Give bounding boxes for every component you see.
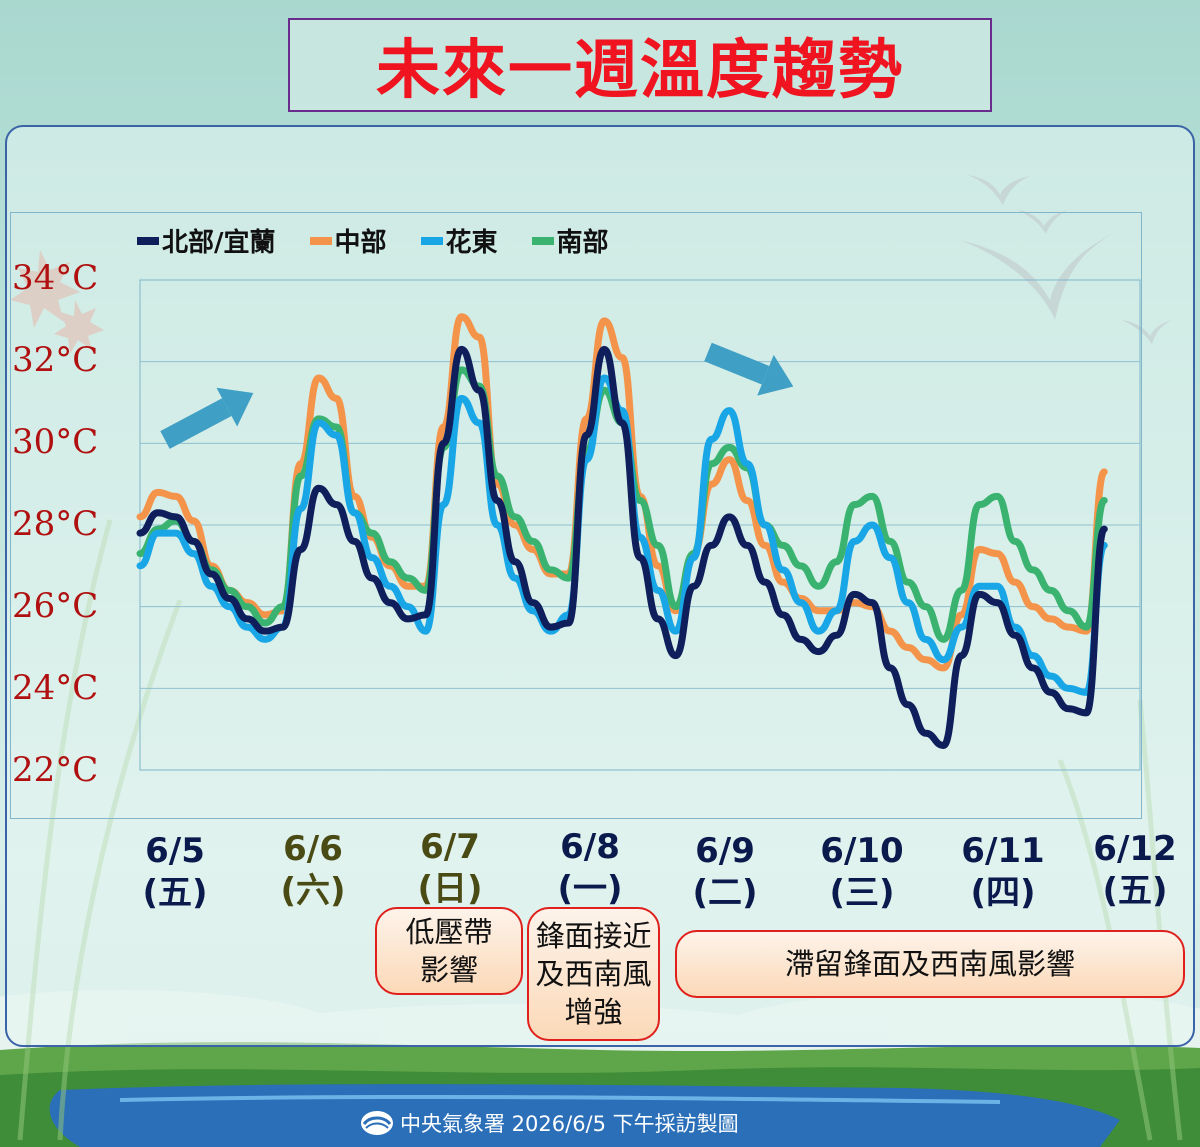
- legend-swatch-central: [309, 236, 332, 245]
- x-label-weekday: (日): [417, 869, 483, 909]
- chart-legend: 北部/宜蘭 中部 花東 南部: [137, 222, 609, 259]
- legend-label-east: 花東: [445, 228, 498, 258]
- footer: 中央氣象署 2026/6/5 下午採訪製圖: [360, 1108, 739, 1138]
- x-label-weekday: (三): [829, 873, 895, 913]
- cwa-logo-icon: [361, 1111, 393, 1135]
- x-label-day: 6/8 (一): [530, 826, 650, 910]
- y-tick-label: 24°C: [12, 668, 99, 708]
- x-label-day: 6/5 (五): [115, 830, 235, 914]
- legend-item-east: 花東: [420, 222, 498, 259]
- legend-label-south: 南部: [556, 228, 609, 258]
- x-label-day: 6/6 (六): [253, 828, 373, 912]
- y-tick-label: 26°C: [12, 586, 99, 626]
- legend-item-south: 南部: [531, 222, 609, 259]
- y-tick-label: 32°C: [12, 340, 99, 380]
- annotation-stationary-front: 滯留鋒面及西南風影響: [675, 930, 1185, 998]
- x-label-day: 6/12 (五): [1075, 828, 1195, 912]
- x-label-weekday: (二): [692, 873, 758, 913]
- legend-label-north: 北部/宜蘭: [162, 228, 276, 258]
- x-label-day: 6/10 (三): [802, 830, 922, 914]
- x-label-day: 6/11 (四): [943, 830, 1063, 914]
- y-tick-label: 22°C: [12, 750, 99, 790]
- x-label-day: 6/9 (二): [665, 830, 785, 914]
- x-label-weekday: (六): [280, 871, 346, 911]
- page-title: 未來一週溫度趨勢: [376, 34, 904, 108]
- title-box: 未來一週溫度趨勢: [288, 18, 992, 112]
- y-tick-label: 34°C: [12, 258, 99, 298]
- chart-series-lines: [136, 313, 1108, 749]
- x-label-date: 6/9: [695, 831, 755, 871]
- y-tick-label: 28°C: [12, 504, 99, 544]
- legend-item-north: 北部/宜蘭: [137, 222, 276, 259]
- annotation-front-sw-wind: 鋒面接近 及西南風 增強: [527, 907, 660, 1041]
- legend-swatch-east: [420, 236, 443, 245]
- x-label-date: 6/10: [820, 831, 904, 871]
- trend-arrow-down-icon: [704, 342, 794, 396]
- x-label-weekday: (五): [142, 873, 208, 913]
- x-label-date: 6/8: [560, 827, 620, 867]
- series-line-north: [136, 345, 1108, 749]
- footer-text: 中央氣象署 2026/6/5 下午採訪製圖: [400, 1112, 739, 1136]
- legend-item-central: 中部: [309, 222, 387, 259]
- trend-arrow-up-icon: [160, 387, 254, 449]
- x-label-day: 6/7 (日): [390, 826, 510, 910]
- annotation-low-pressure: 低壓帶 影響: [375, 907, 523, 995]
- x-label-weekday: (一): [557, 869, 623, 909]
- x-label-date: 6/6: [283, 829, 343, 869]
- x-label-date: 6/5: [145, 831, 205, 871]
- x-label-date: 6/12: [1093, 829, 1177, 869]
- x-label-weekday: (四): [970, 873, 1036, 913]
- legend-label-central: 中部: [334, 228, 387, 258]
- x-label-weekday: (五): [1102, 871, 1168, 911]
- legend-swatch-south: [531, 236, 554, 245]
- legend-swatch-north: [137, 236, 159, 245]
- x-label-date: 6/11: [961, 831, 1045, 871]
- y-tick-label: 30°C: [12, 422, 99, 462]
- plot-frame: [10, 212, 1142, 819]
- x-label-date: 6/7: [420, 827, 480, 867]
